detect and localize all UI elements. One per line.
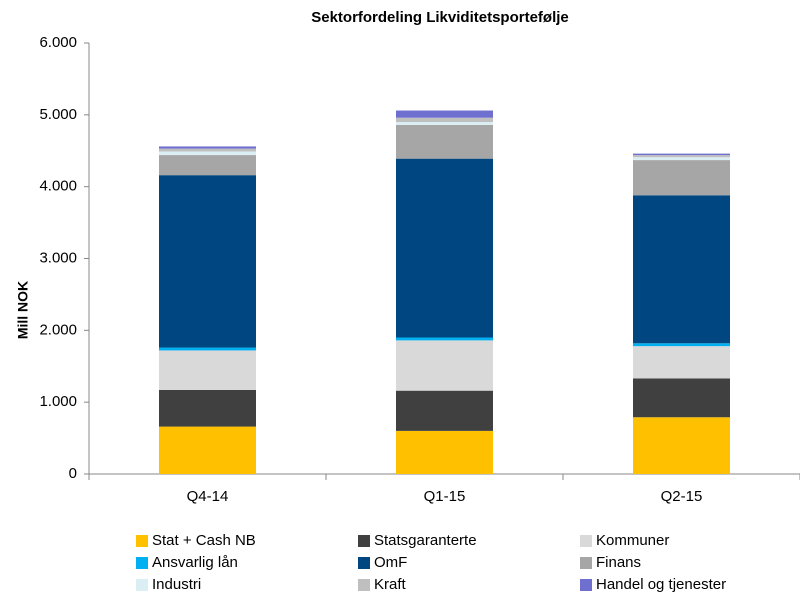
bar-segment (159, 350, 256, 390)
bar-segment (633, 153, 730, 156)
bar-segment (633, 378, 730, 418)
legend-swatch (136, 535, 148, 547)
legend-label: Stat + Cash NB (152, 532, 256, 549)
legend-swatch (136, 557, 148, 569)
chart-title: Sektorfordeling Likviditetsportefølje (311, 9, 569, 26)
bar-segment (159, 175, 256, 348)
x-tick-label: Q4-14 (187, 488, 229, 505)
legend-label: Handel og tjenester (596, 576, 726, 593)
bar-segment (396, 430, 493, 474)
x-tick-label: Q2-15 (661, 488, 703, 505)
y-tick-label: 4.000 (39, 178, 77, 195)
bar-segment (396, 122, 493, 125)
legend-label: Finans (596, 554, 641, 571)
bar-segment (159, 146, 256, 149)
legend-label: Kraft (374, 576, 407, 593)
legend-swatch (358, 579, 370, 591)
bar-segment (396, 124, 493, 159)
bar-segment (396, 110, 493, 118)
bar-segment (396, 158, 493, 338)
legend-label: Industri (152, 576, 201, 593)
legend-swatch (358, 535, 370, 547)
legend-label: Kommuner (596, 532, 669, 549)
bar-segment (159, 148, 256, 152)
bar-segment (633, 157, 730, 161)
bar-segment (633, 417, 730, 474)
legend-swatch (136, 579, 148, 591)
y-tick-label: 0 (69, 465, 77, 482)
bar-segment (633, 195, 730, 344)
bar-segment (159, 389, 256, 427)
bar-segment (396, 390, 493, 431)
bar-segment (159, 426, 256, 474)
legend-swatch (580, 579, 592, 591)
y-tick-label: 6.000 (39, 34, 77, 51)
legend-label: Statsgaranterte (374, 532, 477, 549)
bar-segment (396, 340, 493, 391)
bar-segment (633, 346, 730, 379)
legend-label: OmF (374, 554, 407, 571)
x-tick-label: Q1-15 (424, 488, 466, 505)
bar-segment (159, 151, 256, 156)
bar-segment (159, 347, 256, 351)
legend-swatch (580, 557, 592, 569)
bar-segment (396, 117, 493, 123)
y-tick-label: 2.000 (39, 321, 77, 338)
bar-segment (159, 155, 256, 176)
y-tick-label: 3.000 (39, 249, 77, 266)
bar-segment (633, 160, 730, 196)
bar-segment (633, 155, 730, 158)
bar-segment (633, 343, 730, 347)
y-axis-label: Mill NOK (15, 281, 31, 339)
legend-label: Ansvarlig lån (152, 554, 238, 571)
y-tick-label: 5.000 (39, 106, 77, 123)
bar-segment (396, 337, 493, 341)
legend-swatch (580, 535, 592, 547)
y-tick-label: 1.000 (39, 393, 77, 410)
legend-swatch (358, 557, 370, 569)
